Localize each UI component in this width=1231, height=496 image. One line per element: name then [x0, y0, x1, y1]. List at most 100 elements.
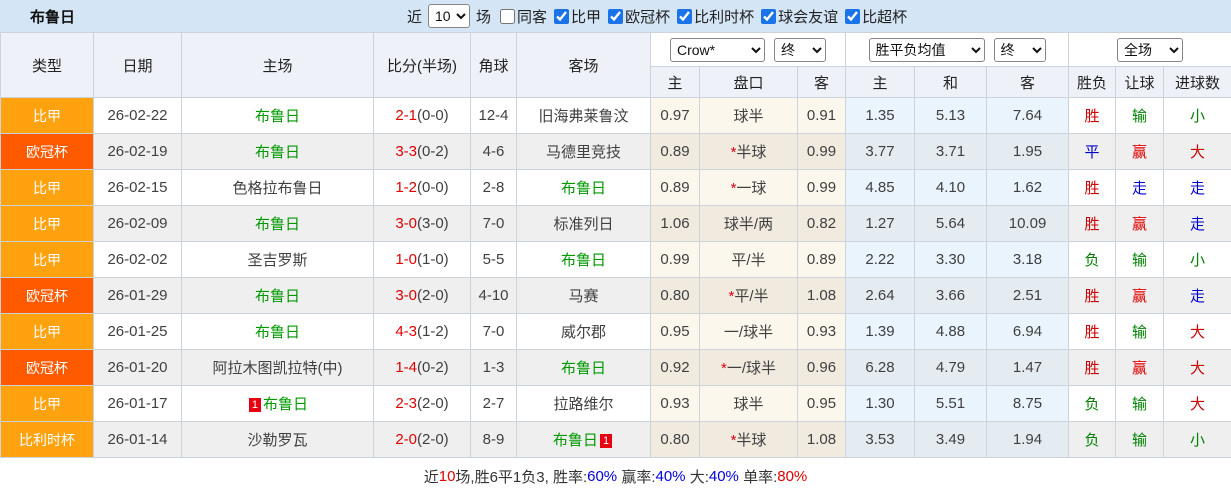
summary-segment: 大:	[685, 468, 709, 486]
filter-checkbox[interactable]	[500, 8, 516, 24]
europe-state-select[interactable]: 终	[993, 37, 1046, 62]
col-goals-result: 进球数	[1163, 66, 1231, 98]
asia-home-odds-cell: 0.93	[650, 385, 700, 422]
halftime-score: (1-2)	[417, 323, 449, 340]
match-type-cell: 比甲	[0, 205, 94, 242]
summary-segment: 40%	[708, 467, 739, 485]
europe-away-odds-cell: 1.94	[986, 421, 1070, 458]
score-cell: 1-4(0-2)	[373, 349, 471, 386]
filter-比甲[interactable]: 比甲	[554, 6, 601, 27]
away-team-cell: 布鲁日	[516, 349, 651, 386]
asia-away-odds-cell: 0.91	[796, 97, 847, 134]
europe-home-odds-cell: 4.85	[845, 169, 916, 206]
filter-checkbox[interactable]	[677, 8, 693, 24]
match-date-cell: 26-01-14	[93, 421, 182, 458]
asia-handicap-cell: *平/半	[699, 277, 798, 314]
home-team-cell: 布鲁日	[181, 97, 374, 134]
col-asia-away: 客	[796, 66, 847, 98]
halftime-score: (0-2)	[417, 359, 449, 376]
handicap-result-cell: 赢	[1115, 349, 1165, 386]
filter-label: 欧冠杯	[625, 8, 671, 26]
filter-checkbox[interactable]	[608, 8, 624, 24]
team-name: 圣吉罗斯	[247, 252, 308, 269]
fulltime-score: 1-4	[395, 359, 417, 376]
filter-label: 比超杯	[862, 8, 908, 26]
away-team-cell: 马赛	[516, 277, 651, 314]
asia-handicap-cell: *半球	[699, 421, 798, 458]
table-row: 欧冠杯 26-02-19 布鲁日 3-3(0-2) 4-6 马德里竞技 0.89 *半球 0.9…	[0, 133, 1231, 170]
table-row: 比甲 26-02-02 圣吉罗斯 1-0(1-0) 5-5 布鲁日 0.99 平/半 0.89 2…	[0, 241, 1231, 278]
asia-home-odds-cell: 0.97	[650, 97, 700, 134]
away-team-cell: 布鲁日	[516, 169, 651, 206]
scope-select[interactable]: 全场	[1117, 37, 1184, 62]
europe-home-odds-cell: 2.22	[845, 241, 916, 278]
europe-draw-odds-cell: 3.49	[914, 421, 988, 458]
result-cell: 胜	[1068, 97, 1117, 134]
halftime-score: (2-0)	[417, 287, 449, 304]
col-handicap-result: 让球	[1115, 66, 1165, 98]
filter-同客[interactable]: 同客	[500, 6, 547, 27]
col-asia-handicap: 盘口	[699, 66, 798, 98]
corner-cell: 7-0	[470, 313, 517, 350]
asia-handicap-cell: *一/球半	[699, 349, 798, 386]
summary-segment: 60%	[587, 467, 618, 485]
handicap-result-cell: 输	[1115, 313, 1165, 350]
halftime-score: (1-0)	[417, 251, 449, 268]
table-row: 比甲 26-02-22 布鲁日 2-1(0-0) 12-4 旧海弗莱鲁汶 0.97 球半 0.9…	[0, 97, 1231, 134]
bookmaker-state-select[interactable]: 终	[774, 37, 826, 62]
europe-select-cell: 胜平负均值 终	[845, 32, 1070, 67]
europe-home-odds-cell: 3.77	[845, 133, 916, 170]
league-filter-group: 同客 比甲 欧冠杯 比利时杯 球会友谊 比超杯	[493, 6, 907, 27]
corner-cell: 4-6	[470, 133, 517, 170]
col-eu-home: 主	[845, 66, 916, 98]
table-row: 比甲 26-01-17 1 布鲁日 2-3(2-0) 2-7 拉路维尔 0.93 球半 0.95 1…	[0, 385, 1231, 422]
red-card-badge: 1	[248, 398, 262, 412]
score-cell: 3-3(0-2)	[373, 133, 471, 170]
match-count-select[interactable]: 10	[428, 4, 471, 28]
home-team-cell: 1 布鲁日	[181, 385, 374, 422]
filter-checkbox[interactable]	[554, 8, 570, 24]
halftime-score: (0-2)	[417, 143, 449, 160]
europe-odds-select[interactable]: 胜平负均值	[868, 37, 985, 62]
europe-draw-odds-cell: 5.64	[914, 205, 988, 242]
handicap-result-cell: 输	[1115, 421, 1165, 458]
match-type-cell: 比甲	[0, 385, 94, 422]
bookmaker-select[interactable]: Crow*	[670, 37, 765, 62]
filter-比超杯[interactable]: 比超杯	[845, 6, 907, 27]
col-score: 比分(半场)	[373, 32, 471, 98]
table-row: 欧冠杯 26-01-29 布鲁日 3-0(2-0) 4-10 马赛 0.80 *平/半 1.08…	[0, 277, 1231, 314]
team-name: 色格拉布鲁日	[232, 180, 323, 197]
asia-handicap-cell: 一/球半	[699, 313, 798, 350]
handicap-result-cell: 输	[1115, 97, 1165, 134]
match-date-cell: 26-02-02	[93, 241, 182, 278]
filter-球会友谊[interactable]: 球会友谊	[761, 6, 838, 27]
away-team-cell: 布鲁日 1	[516, 421, 651, 458]
team-name: 布鲁日	[560, 252, 606, 269]
star-marker: *	[720, 360, 727, 377]
filter-checkbox[interactable]	[845, 8, 861, 24]
team-name: 布鲁日	[263, 396, 309, 413]
team-name: 布鲁日	[254, 144, 300, 161]
red-card-badge: 1	[599, 434, 613, 448]
europe-away-odds-cell: 2.51	[986, 277, 1070, 314]
match-date-cell: 26-01-25	[93, 313, 182, 350]
col-home: 主场	[181, 32, 374, 98]
away-team-cell: 马德里竞技	[516, 133, 651, 170]
asia-handicap-cell: 球半	[699, 97, 798, 134]
asia-away-odds-cell: 0.95	[796, 385, 847, 422]
filter-欧冠杯[interactable]: 欧冠杯	[608, 6, 670, 27]
corner-cell: 4-10	[470, 277, 517, 314]
table-row: 比利时杯 26-01-14 沙勒罗瓦 2-0(2-0) 8-9 布鲁日 1 0.80 *半球 1.…	[0, 421, 1231, 458]
filter-比利时杯[interactable]: 比利时杯	[677, 6, 754, 27]
fulltime-score: 3-0	[395, 287, 417, 304]
match-date-cell: 26-02-19	[93, 133, 182, 170]
col-eu-away: 客	[986, 66, 1070, 98]
corner-cell: 1-3	[470, 349, 517, 386]
result-cell: 胜	[1068, 313, 1117, 350]
corner-cell: 12-4	[470, 97, 517, 134]
match-type-cell: 比甲	[0, 97, 94, 134]
europe-draw-odds-cell: 5.51	[914, 385, 988, 422]
filter-checkbox[interactable]	[761, 8, 777, 24]
goals-result-cell: 小	[1163, 97, 1231, 134]
asia-away-odds-cell: 1.08	[796, 277, 847, 314]
